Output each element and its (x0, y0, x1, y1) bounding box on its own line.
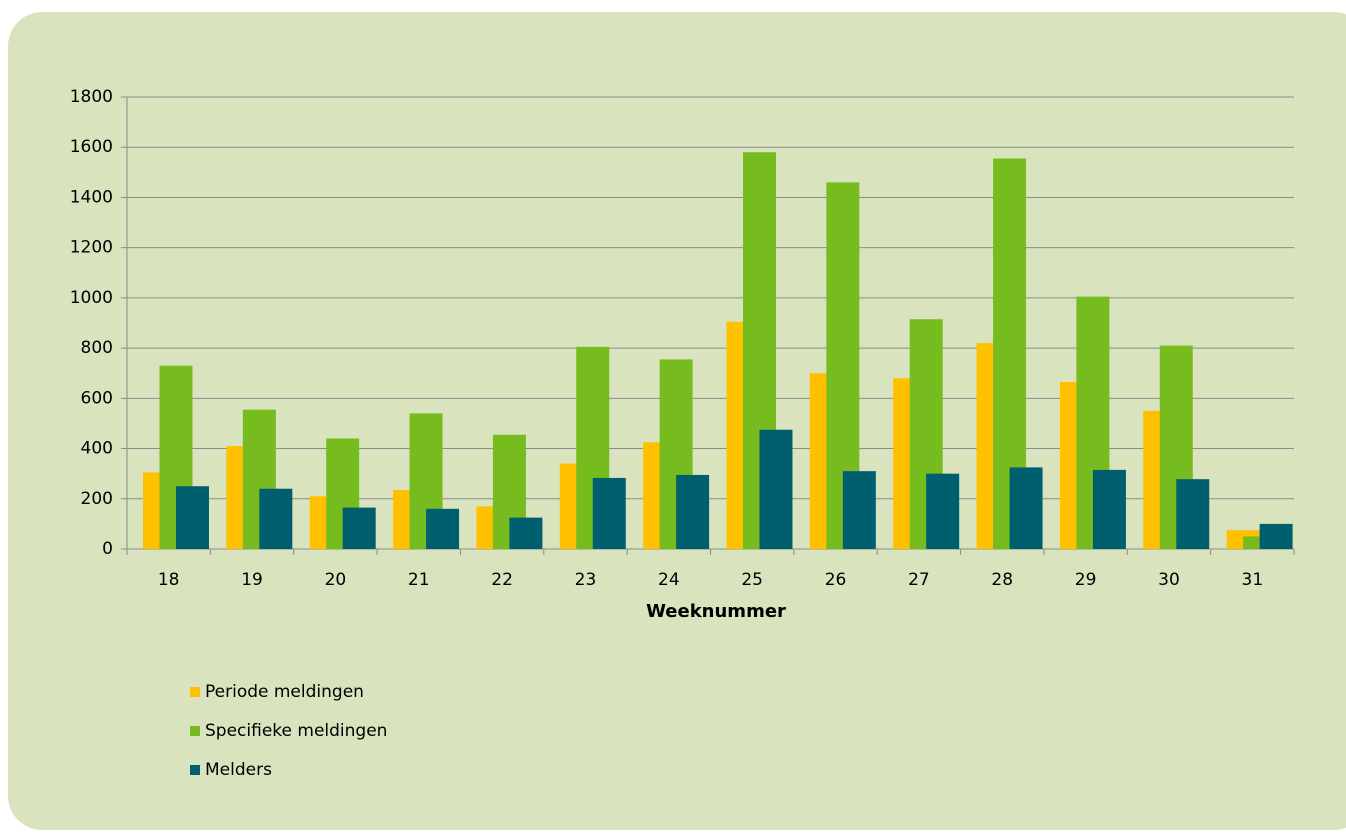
legend-label: Periode meldingen (205, 682, 364, 702)
bar (1092, 469, 1126, 549)
x-tick-label: 24 (658, 570, 680, 590)
legend-label: Specifieke meldingen (205, 721, 387, 741)
y-tick-label: 800 (81, 338, 113, 358)
bar (759, 429, 793, 549)
bar (426, 508, 460, 549)
x-tick-label: 19 (241, 570, 263, 590)
bar (509, 517, 543, 549)
legend-label: Melders (205, 760, 272, 780)
x-tick-label: 22 (491, 570, 513, 590)
x-tick-label: 20 (325, 570, 347, 590)
bar (259, 488, 293, 549)
x-axis-title: Weeknummer (646, 601, 786, 622)
x-tick-label: 23 (575, 570, 597, 590)
y-tick-label: 1200 (70, 238, 113, 258)
x-tick-label: 25 (741, 570, 763, 590)
bar (676, 474, 710, 549)
y-tick-label: 400 (81, 439, 113, 459)
bar (1176, 479, 1210, 549)
bar (592, 477, 626, 549)
bar (1259, 523, 1293, 549)
x-tick-label: 30 (1158, 570, 1180, 590)
x-tick-label: 28 (991, 570, 1013, 590)
y-tick-label: 1400 (70, 187, 113, 207)
bar (342, 507, 376, 549)
y-tick-label: 1000 (70, 288, 113, 308)
bar (926, 473, 960, 549)
legend-swatch (190, 765, 200, 775)
x-tick-label: 26 (825, 570, 847, 590)
x-tick-label: 29 (1075, 570, 1097, 590)
y-tick-label: 1800 (70, 87, 113, 107)
y-tick-label: 1600 (70, 137, 113, 157)
x-tick-label: 21 (408, 570, 430, 590)
x-tick-label: 27 (908, 570, 930, 590)
legend-swatch (190, 726, 200, 736)
bar (175, 486, 209, 549)
bar (1009, 467, 1043, 549)
x-tick-label: 31 (1242, 570, 1264, 590)
y-tick-label: 200 (81, 489, 113, 509)
y-tick-label: 600 (81, 388, 113, 408)
x-tick-label: 18 (158, 570, 180, 590)
bar (842, 471, 876, 549)
y-tick-label: 0 (102, 539, 113, 559)
legend-swatch (190, 687, 200, 697)
